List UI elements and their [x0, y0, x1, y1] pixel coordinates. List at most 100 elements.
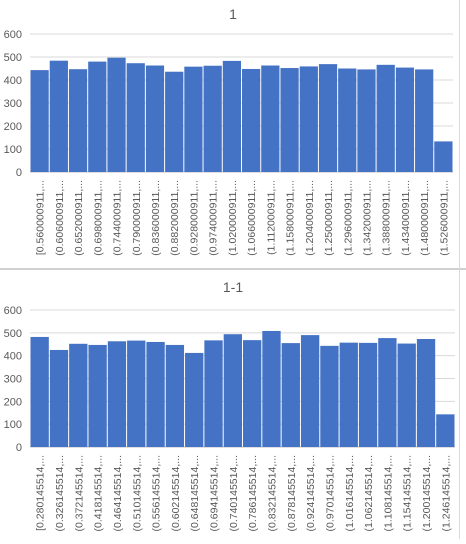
x-tick-label: (1.434000911,... [400, 180, 412, 256]
x-tick-label: (1.016145514,... [344, 455, 356, 531]
histogram-chart-1: 1 0 100 200 300 400 500 600 [0.560000911,... (0.6… [4, 6, 453, 256]
x-tick-label: (0.744000911,... [112, 180, 124, 256]
x-tick-label: (1.296000911,... [342, 180, 354, 256]
bar [184, 66, 203, 172]
bar [185, 352, 204, 447]
bar [68, 69, 88, 172]
x-tick-label: (0.556145514,... [151, 455, 163, 531]
x-tick-label: (1.388000911,... [381, 180, 393, 256]
x-tick-label: (1.480000911,... [419, 180, 431, 256]
x-tick-label: (1.250000911,... [323, 180, 335, 256]
x-tick-label: (1.020000911,... [227, 180, 239, 256]
chart-panel-1: 1 0 100 200 300 400 500 600 [0.560000911,... (0.6… [0, 0, 466, 266]
bar [378, 338, 397, 447]
bar [222, 60, 241, 172]
x-tick-label: (0.974000911,... [208, 180, 220, 256]
bar [30, 70, 49, 172]
bar [376, 64, 395, 172]
x-tick-label: (0.694145514,... [209, 455, 221, 531]
y-tick-label: 100 [4, 419, 22, 431]
x-tick-label: (1.342000911,... [361, 180, 373, 256]
y-tick-label: 300 [4, 98, 22, 110]
x-tick-label: (0.606000911,... [54, 180, 66, 256]
y-tick-label: 100 [4, 144, 22, 156]
bar [49, 60, 68, 172]
bar [300, 335, 320, 447]
bar [436, 414, 455, 447]
x-tick-label: (0.372145514,... [73, 455, 85, 531]
x-tick-label: (1.062145514,... [363, 455, 375, 531]
x-tick-label: [0.560000911,... [35, 180, 47, 255]
bar [358, 342, 378, 447]
x-tick-label: (0.418145514,... [93, 455, 105, 531]
bar [107, 57, 126, 172]
x-tick-label: (1.200145514,... [421, 455, 433, 531]
chart-panel-2: 1-1 0 100 200 300 400 500 600 [0.280145514,... (0… [0, 272, 466, 539]
bar [243, 340, 262, 447]
bar [165, 71, 184, 172]
x-tick-label: (0.924145514,... [305, 455, 317, 531]
y-tick-label: 500 [4, 52, 22, 64]
y-tick-label: 400 [4, 351, 22, 363]
y-tick-label: 600 [4, 305, 22, 317]
bar [434, 141, 453, 172]
x-tick-label: (1.526000911,... [438, 180, 450, 256]
bar [262, 331, 281, 447]
bar [107, 341, 127, 447]
x-tick-label: (1.246145514,... [440, 455, 452, 531]
chart-title: 1 [229, 6, 237, 22]
x-tick-label: (0.836000911,... [150, 180, 162, 256]
x-tick-label: (0.602145514,... [170, 455, 182, 531]
x-tick-label: (0.464145514,... [112, 455, 124, 531]
bar [223, 334, 242, 447]
bar [357, 69, 376, 172]
bar [415, 69, 434, 172]
window-edge [459, 0, 460, 539]
x-tick-label: (0.786145514,... [247, 455, 259, 531]
x-tick-label: (1.066000911,... [246, 180, 258, 256]
y-tick-label: 200 [4, 396, 22, 408]
x-tick-label: (1.108145514,... [382, 455, 394, 531]
y-tick-label: 0 [16, 167, 22, 179]
x-tick-label: (0.878145514,... [286, 455, 298, 531]
x-tick-label: (0.652000911,... [73, 180, 85, 256]
bar [30, 336, 49, 447]
bar [299, 66, 318, 172]
x-tick-label: (0.970145514,... [324, 455, 336, 531]
bar [320, 345, 339, 447]
bar [318, 64, 338, 172]
bar [416, 338, 436, 447]
bar [126, 63, 145, 172]
y-tick-label: 500 [4, 328, 22, 340]
x-tick-label: (1.158000911,... [285, 180, 297, 256]
chart-title: 1-1 [223, 279, 243, 295]
y-tick-label: 200 [4, 121, 22, 133]
bar [280, 68, 299, 172]
x-tick-label: (0.326145514,... [54, 455, 66, 531]
bar [49, 349, 69, 447]
x-tick-label: (0.882000911,... [169, 180, 181, 256]
bar [165, 344, 185, 447]
x-tick-label: (0.740145514,... [228, 455, 240, 531]
x-tick-label: (0.698000911,... [92, 180, 104, 256]
x-tick-label: (0.648145514,... [189, 455, 201, 531]
bar [395, 67, 415, 172]
bar [127, 340, 146, 447]
bar [261, 65, 280, 172]
x-tick-label: (0.928000911,... [188, 180, 200, 256]
bar [204, 340, 223, 447]
x-tick-label: (1.112000911,... [265, 180, 277, 255]
bar [88, 344, 107, 447]
histogram-chart-2: 1-1 0 100 200 300 400 500 600 [0.280145514,... (0… [4, 279, 455, 531]
y-tick-label: 300 [4, 374, 22, 386]
x-tick-label: (0.790000911,... [131, 180, 143, 256]
bar [242, 68, 261, 172]
bar [339, 342, 358, 447]
bar [145, 65, 165, 172]
y-tick-label: 0 [16, 442, 22, 454]
bar [338, 68, 357, 172]
chart-divider [0, 268, 466, 270]
bar [203, 65, 222, 172]
bar [88, 61, 107, 172]
x-tick-label: [0.280145514,... [35, 455, 47, 531]
